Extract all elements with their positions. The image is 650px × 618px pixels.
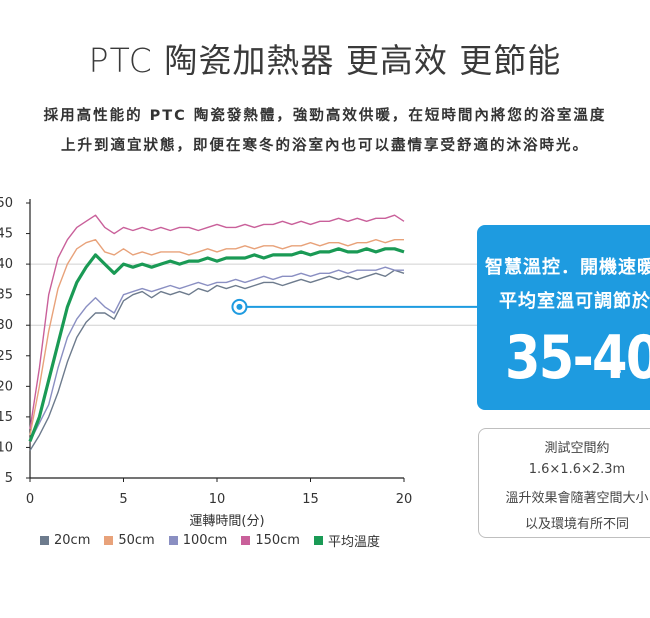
legend-item: 100cm [168,532,228,548]
legend-swatch [104,535,114,545]
callout-box: 智慧溫控．開機速暖 平均室溫可調節於 35-40 ° [477,225,650,410]
y-tick-label: 45 [0,227,13,242]
description-line-1: 採用高性能的 PTC 陶瓷發熱體，強勁高效供暖，在短時間內將您的浴室溫度 [43,108,607,124]
y-tick-label: 10 [0,440,13,455]
legend-item: 20cm [40,533,90,548]
y-tick-label: 35 [0,288,13,303]
chart-legend: 20cm 50cm 100cm 150cm 平均溫度 [40,531,394,550]
callout-line-1: 智慧溫控．開機速暖 [485,257,650,278]
note-line-3: 溫升效果會隨著空間大小 [505,491,649,506]
callout-unit: ° [616,368,622,382]
y-tick-label: 50 [0,196,13,211]
legend-swatch [40,535,49,545]
y-tick-label: 25 [0,349,13,364]
x-tick-label: 0 [26,492,34,507]
legend-swatch [168,535,178,545]
callout-range: 35-40 [505,323,650,393]
legend-label: 20cm [54,532,91,548]
y-tick-label: 5 [5,471,13,486]
x-tick-label: 10 [209,492,226,507]
legend-label: 150cm [255,532,300,548]
page-title: PTC 陶瓷加熱器 更高效 更節能 [88,41,562,80]
callout-line-2: 平均室溫可調節於 [499,291,650,312]
legend-label: 100cm [182,532,228,548]
note-line-4: 以及環境有所不同 [524,517,629,532]
y-tick-label: 15 [0,410,13,425]
y-tick-label: 30 [0,318,13,333]
series-line-2 [29,266,404,442]
series-line-3 [29,214,405,430]
x-tick-label: 20 [396,492,413,507]
legend-label: 50cm [118,532,155,548]
x-axis-label: 運轉時間(分) [189,514,264,529]
x-tick-label: 15 [302,492,319,507]
y-tick-label: 40 [0,257,13,272]
note-line-2: 1.6×1.6×2.3m [528,462,626,477]
series-line-1 [29,239,404,436]
note-line-1: 測試空間約 [544,441,610,456]
series-line-4 [28,247,405,442]
legend-swatch [241,535,251,545]
test-note-box: 測試空間約 1.6×1.6×2.3m 溫升效果會隨著空間大小 以及環境有所不同 [478,428,650,538]
legend-item: 150cm [241,533,300,548]
marker-dot [236,303,243,310]
legend-item: 平均溫度 [313,531,380,550]
series-line-0 [29,269,405,451]
legend-item: 50cm [104,532,155,548]
description-line-2: 上升到適宜狀態，即便在寒冬的浴室內也可以盡情享受舒適的沐浴時光。 [61,138,589,154]
legend-swatch [313,535,323,545]
x-tick-label: 5 [119,492,127,507]
y-tick-label: 20 [0,379,13,394]
legend-label: 平均溫度 [327,534,380,550]
